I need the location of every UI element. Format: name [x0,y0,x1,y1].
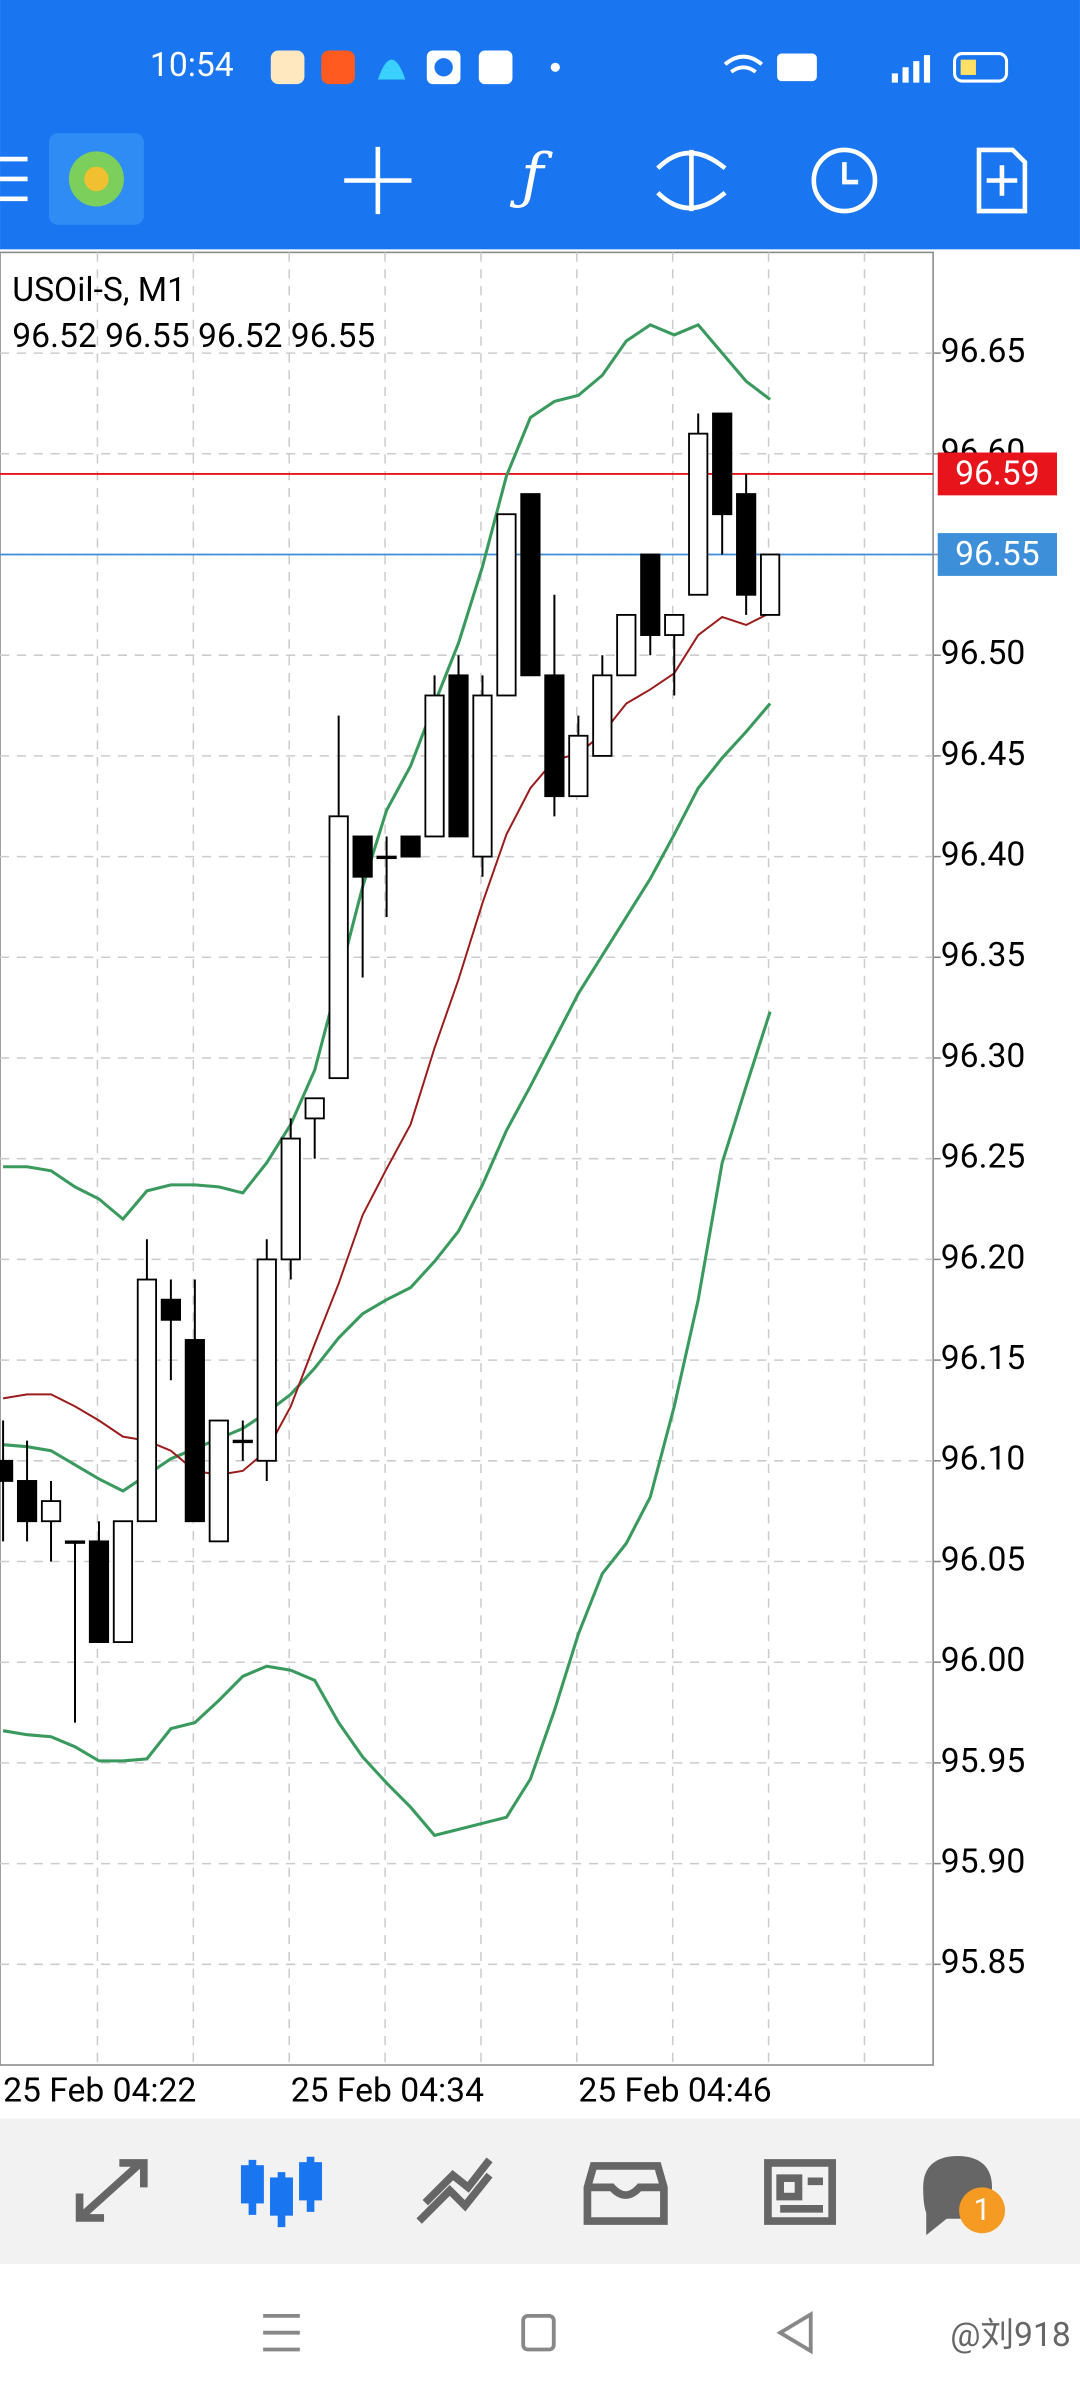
plot [0,252,934,2066]
candle-body [64,1540,86,1544]
indicator-line [2,702,772,1493]
candle-body [376,855,397,860]
y-tick-label: 96.65 [941,332,1025,371]
chart-tab[interactable] [240,2156,323,2228]
indicator-line [2,612,771,1476]
app-header [0,0,1080,250]
candle-body [208,1419,229,1543]
status-icons [270,50,1009,85]
price-tag [937,452,1058,496]
candle-body [352,835,373,878]
nav-icons [75,2156,993,2236]
watermark: @刘918 [950,2316,1071,2355]
candle-body [448,674,469,838]
candle-body [88,1540,110,1643]
y-tick-label: 96.05 [941,1540,1025,1579]
candle-body [568,734,589,798]
system-nav [263,2310,813,2355]
y-tick-label: 96.30 [941,1037,1025,1076]
candle-body [520,493,541,677]
candle-body [112,1520,134,1643]
candle-body [424,694,445,838]
y-tick-label: 96.45 [941,735,1025,774]
y-tick-label: 96.40 [941,835,1025,874]
candle-body [472,694,493,858]
back-button[interactable] [776,2310,813,2355]
y-tick-label: 96.50 [941,634,1025,673]
candle-body [712,412,733,516]
trade-tab[interactable] [416,2157,493,2224]
ohlc-info: 96.52 96.55 96.52 96.55 [12,317,375,356]
candle-body [736,493,757,596]
period-button[interactable] [811,147,878,214]
candle-body [160,1298,181,1321]
y-tick-label: 96.15 [941,1339,1025,1378]
template-button[interactable] [976,147,1028,214]
candle-body [136,1278,158,1523]
y-tick-label: 96.20 [941,1238,1025,1277]
y-tick-label: 96.25 [941,1138,1025,1177]
x-tick-label: 25 Feb 04:22 [3,2071,196,2110]
candle-body [640,553,661,636]
candle-body [616,613,637,677]
candle-body [232,1439,253,1444]
candle-body [544,674,565,798]
chart-title: USOil-S, M1 [12,271,186,310]
badge [959,2187,1006,2234]
status-time: 10:54 [150,46,234,85]
candle-body [40,1500,62,1523]
y-tick-label: 95.90 [941,1842,1025,1881]
candle-body [664,613,685,636]
candle-body [16,1480,38,1523]
candle-body [760,553,781,616]
trade-button[interactable] [656,149,727,212]
news-tab[interactable] [764,2159,836,2225]
y-tick-label: 96.00 [941,1641,1025,1680]
y-tick-label: 95.95 [941,1742,1025,1781]
candle-body [256,1258,277,1462]
candle-body [280,1137,301,1261]
price-tag [937,533,1058,576]
crosshair-button[interactable] [344,146,412,215]
history-tab[interactable] [583,2162,668,2225]
x-tick-label: 25 Feb 04:46 [578,2071,771,2110]
candle-body [400,835,421,858]
recents-button[interactable] [263,2313,300,2352]
price-tag-label: 96.59 [955,454,1040,493]
indicator-line [3,323,772,1222]
candle-body [496,513,517,697]
candle-body [0,1459,14,1482]
bottom-nav [0,2118,1080,2264]
menu-button[interactable] [0,156,28,202]
y-tick-label: 96.10 [941,1440,1025,1479]
y-tick-label: 96.35 [941,936,1025,975]
home-button[interactable] [521,2313,556,2352]
candle-body [184,1339,205,1523]
candle-body [304,1097,325,1120]
price-tag-label: 96.55 [955,535,1040,574]
x-tick-label: 25 Feb 04:34 [291,2071,484,2110]
quotes-tab[interactable] [75,2159,148,2222]
candle-body [592,674,613,757]
candle-body [688,432,709,596]
y-tick-label: 95.85 [941,1943,1025,1982]
indicator-line [2,1011,772,1838]
badge-count: 1 [973,2193,990,2228]
candle-body [328,815,349,1080]
